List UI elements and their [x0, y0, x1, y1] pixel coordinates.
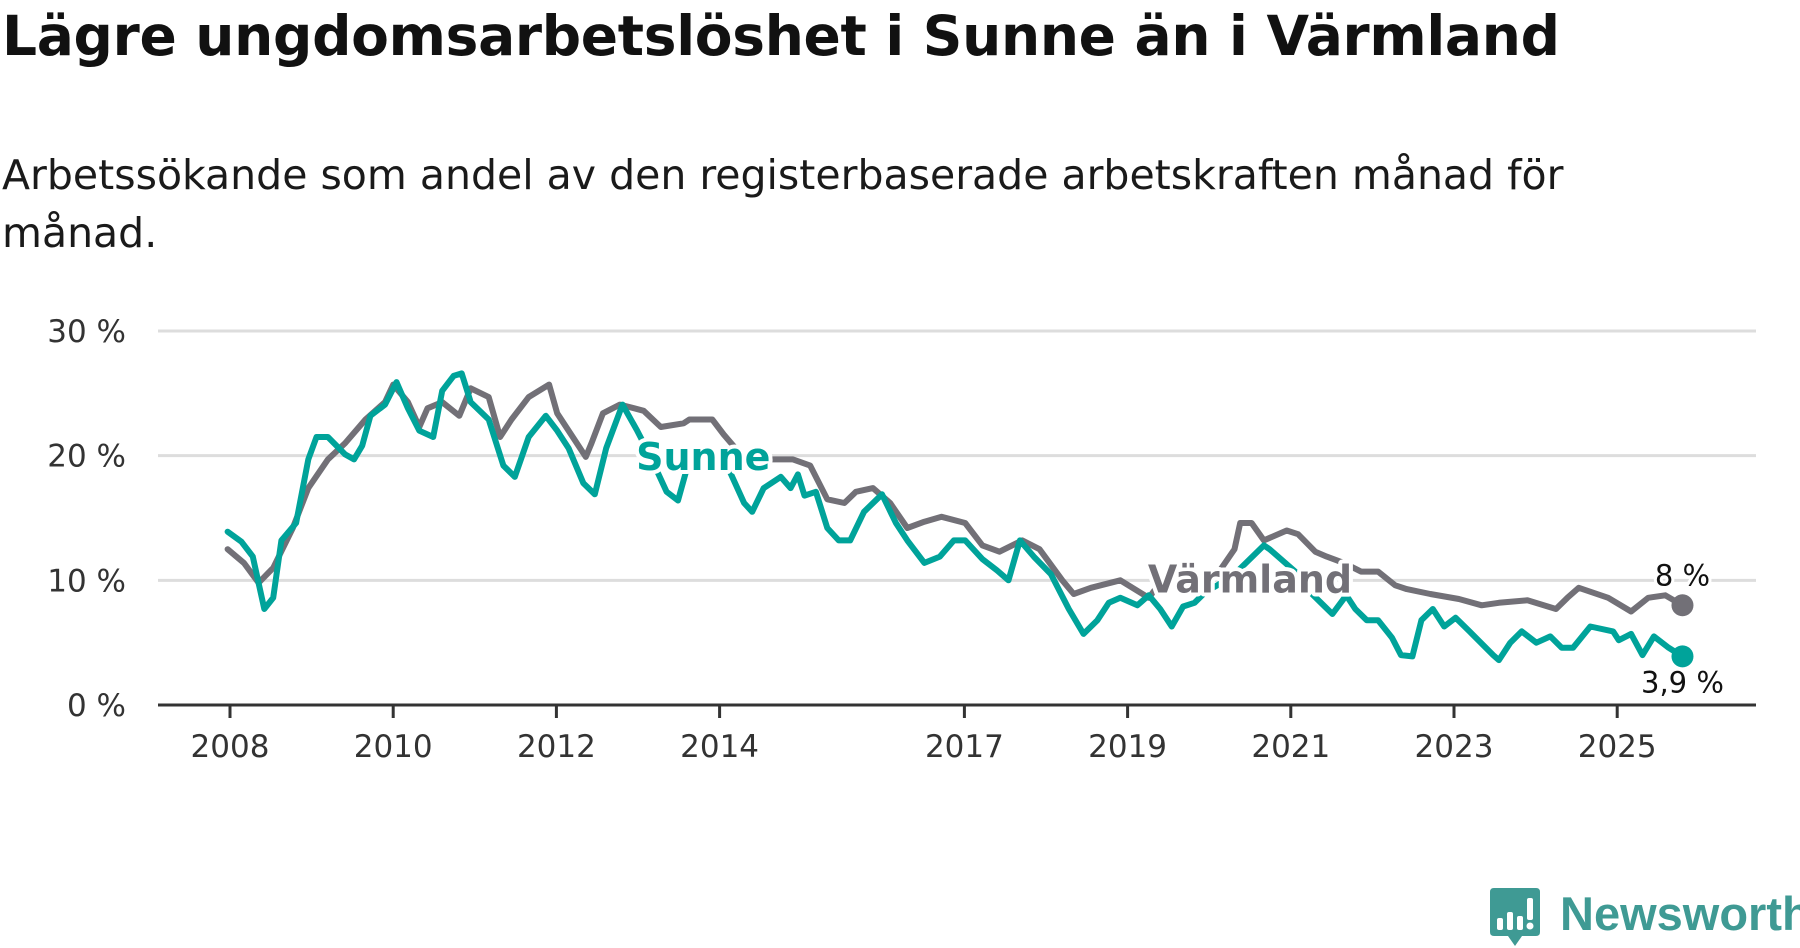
series-line-värmland: [224, 381, 1686, 615]
y-tick-label: 10 %: [47, 563, 126, 599]
series-line-sunne: [224, 370, 1686, 664]
chart-title: Lägre ungdomsarbetslöshet i Sunne än i V…: [2, 4, 1560, 68]
end-point-dot: [1671, 645, 1694, 668]
y-tick-label: 30 %: [47, 314, 126, 350]
series-label-sunne: Sunne: [636, 435, 770, 479]
x-tick-label: 2023: [1415, 729, 1494, 765]
x-tick-label: 2025: [1578, 729, 1657, 765]
series-labels: Värmland 8 % Sunne 3,9 %: [632, 431, 1727, 702]
x-tick-label: 2017: [925, 729, 1004, 765]
brand-name: Newsworthy: [1560, 887, 1800, 940]
series-lines: [224, 370, 1694, 668]
end-point-dot: [1671, 594, 1694, 617]
gridlines: [158, 329, 1756, 707]
x-tick-label: 2019: [1088, 729, 1167, 765]
x-tick-label: 2010: [354, 729, 433, 765]
chart-subtitle: Arbetssökande som andel av den registerb…: [2, 151, 1564, 257]
y-tick-label: 20 %: [47, 439, 126, 475]
x-axis-ticks: 2008 2010 2012 2014 2017 2019 2021 2023 2025: [191, 705, 1657, 765]
x-tick-label: 2012: [517, 729, 596, 765]
newsworthy-logo-icon: [1490, 888, 1540, 946]
x-tick-label: 2008: [191, 729, 270, 765]
y-axis-ticks: 0 % 10 % 20 % 30 %: [47, 314, 126, 724]
x-tick-label: 2021: [1251, 729, 1330, 765]
newsworthy-logo: Newsworthy: [1490, 887, 1800, 948]
end-value-label: 8 %: [1655, 558, 1710, 592]
y-tick-label: 0 %: [67, 688, 126, 724]
series-label-värmland: Värmland: [1148, 557, 1352, 601]
end-value-label: 3,9 %: [1641, 665, 1724, 699]
x-tick-label: 2014: [680, 729, 759, 765]
